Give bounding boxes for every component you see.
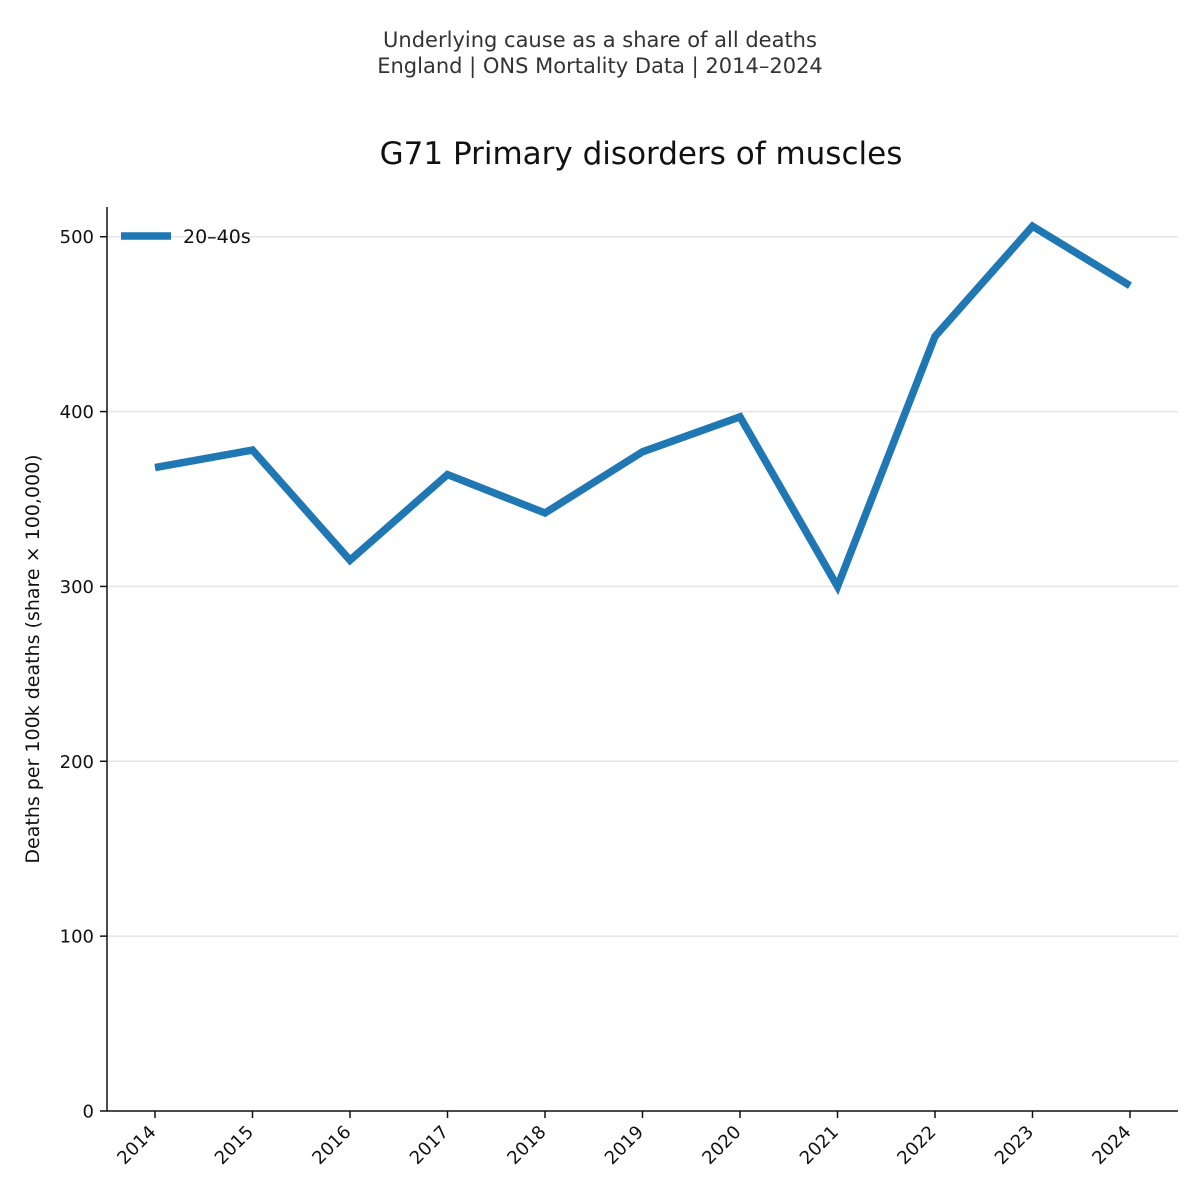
- y-tick-label-200: 200: [60, 752, 94, 773]
- y-tick-label-100: 100: [60, 927, 94, 948]
- x-tick-label-2021: 2021: [796, 1122, 843, 1169]
- series-line-0: [154, 221, 1132, 596]
- chart-title: G71 Primary disorders of muscles: [379, 136, 903, 172]
- suptitle-line-1: Underlying cause as a share of all death…: [383, 28, 817, 52]
- suptitle-line-2: England | ONS Mortality Data | 2014–2024: [377, 54, 823, 78]
- x-axis-ticks: 2014 2015 2016 2017 2018 2019 2020 2021 2022 2023…: [113, 1111, 1136, 1169]
- y-tick-label-500: 500: [60, 227, 94, 248]
- x-tick-label-2015: 2015: [211, 1122, 258, 1169]
- legend: 20–40s: [121, 226, 251, 248]
- series-layer: [154, 221, 1132, 596]
- gridlines: [107, 235, 1178, 937]
- x-tick-label-2022: 2022: [893, 1122, 940, 1169]
- x-tick-label-2017: 2017: [406, 1122, 453, 1169]
- y-axis-label: Deaths per 100k deaths (share × 100,000): [22, 454, 44, 863]
- y-tick-label-400: 400: [60, 402, 94, 423]
- x-tick-label-2019: 2019: [601, 1122, 648, 1169]
- y-tick-label-0: 0: [83, 1102, 94, 1123]
- x-tick-label-2018: 2018: [503, 1122, 550, 1169]
- legend-label-20-40s: 20–40s: [183, 226, 251, 248]
- x-tick-label-2016: 2016: [308, 1122, 355, 1169]
- y-tick-label-300: 300: [60, 577, 94, 598]
- x-tick-label-2023: 2023: [991, 1122, 1038, 1169]
- x-tick-label-2020: 2020: [698, 1122, 745, 1169]
- x-tick-label-2024: 2024: [1088, 1122, 1135, 1169]
- x-tick-label-2014: 2014: [113, 1122, 160, 1169]
- y-axis-ticks: 0 100 200 300 400 500: [60, 227, 107, 1123]
